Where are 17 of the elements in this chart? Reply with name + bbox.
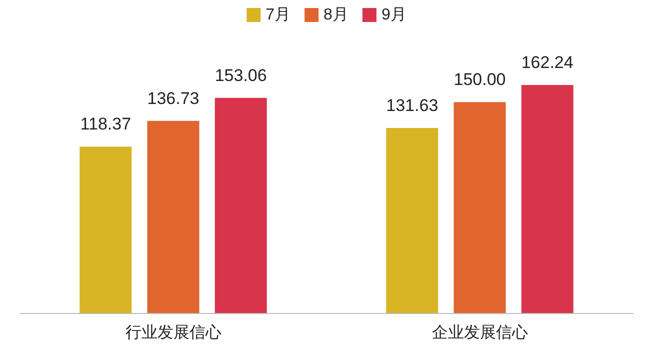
legend-label: 9月: [381, 6, 406, 24]
legend-label: 8月: [324, 6, 348, 24]
x-tick-label: 行业发展信心: [125, 324, 222, 342]
bar: [214, 98, 267, 313]
data-label: 118.37: [80, 114, 132, 134]
bar: [454, 102, 506, 313]
bar: [147, 120, 200, 313]
data-label: 136.73: [147, 88, 200, 108]
data-label: 150.00: [454, 70, 506, 90]
bar: [521, 84, 574, 313]
legend-label: 7月: [266, 6, 291, 24]
data-label: 153.06: [214, 66, 267, 85]
data-label: 162.24: [521, 52, 574, 72]
data-label: 131.63: [386, 96, 438, 115]
x-tick-label: 企业发展信心: [432, 324, 528, 342]
bar: [80, 146, 132, 313]
bar: [386, 128, 438, 313]
